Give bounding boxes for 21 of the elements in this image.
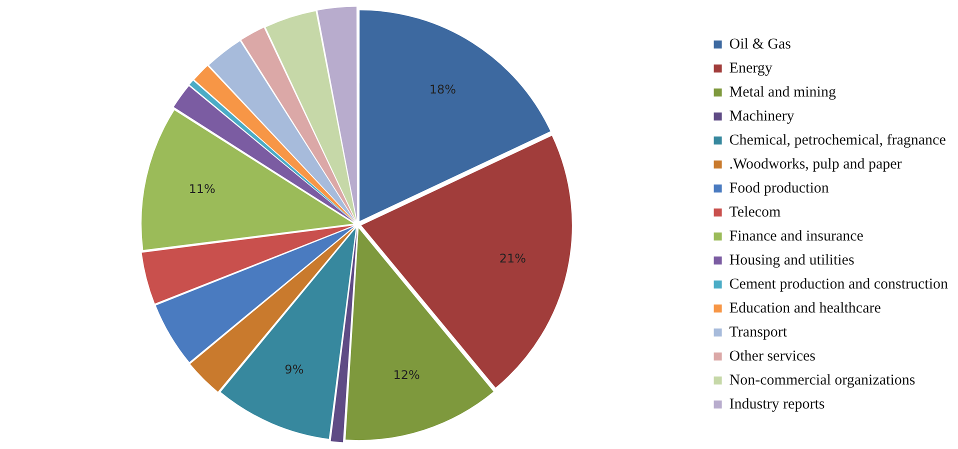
legend-label: Non-commercial organizations [729,372,916,388]
legend-label: .Woodworks, pulp and paper [729,156,902,172]
legend-label: Transport [729,324,788,340]
legend-label: Industry reports [729,396,825,412]
data-label: 21% [499,251,526,266]
legend-label: Food production [729,180,830,196]
legend-label: Telecom [729,204,782,220]
legend-label: Metal and mining [729,84,836,100]
data-label: 9% [284,362,304,377]
legend-label: Machinery [729,108,795,124]
data-label: 12% [393,368,420,382]
legend-label: Chemical, petrochemical, fragnance [729,132,946,148]
legend-label: Finance and insurance [729,228,864,244]
data-label: 18% [429,82,456,96]
legend-label: Housing and utilities [729,252,854,268]
legend-label: Oil & Gas [729,36,792,52]
data-label: 11% [188,182,216,196]
legend-label: Energy [729,60,773,76]
legend-label: Cement production and construction [729,276,948,292]
legend-label: Education and healthcare [729,300,882,316]
legend-label: Other services [729,348,816,364]
